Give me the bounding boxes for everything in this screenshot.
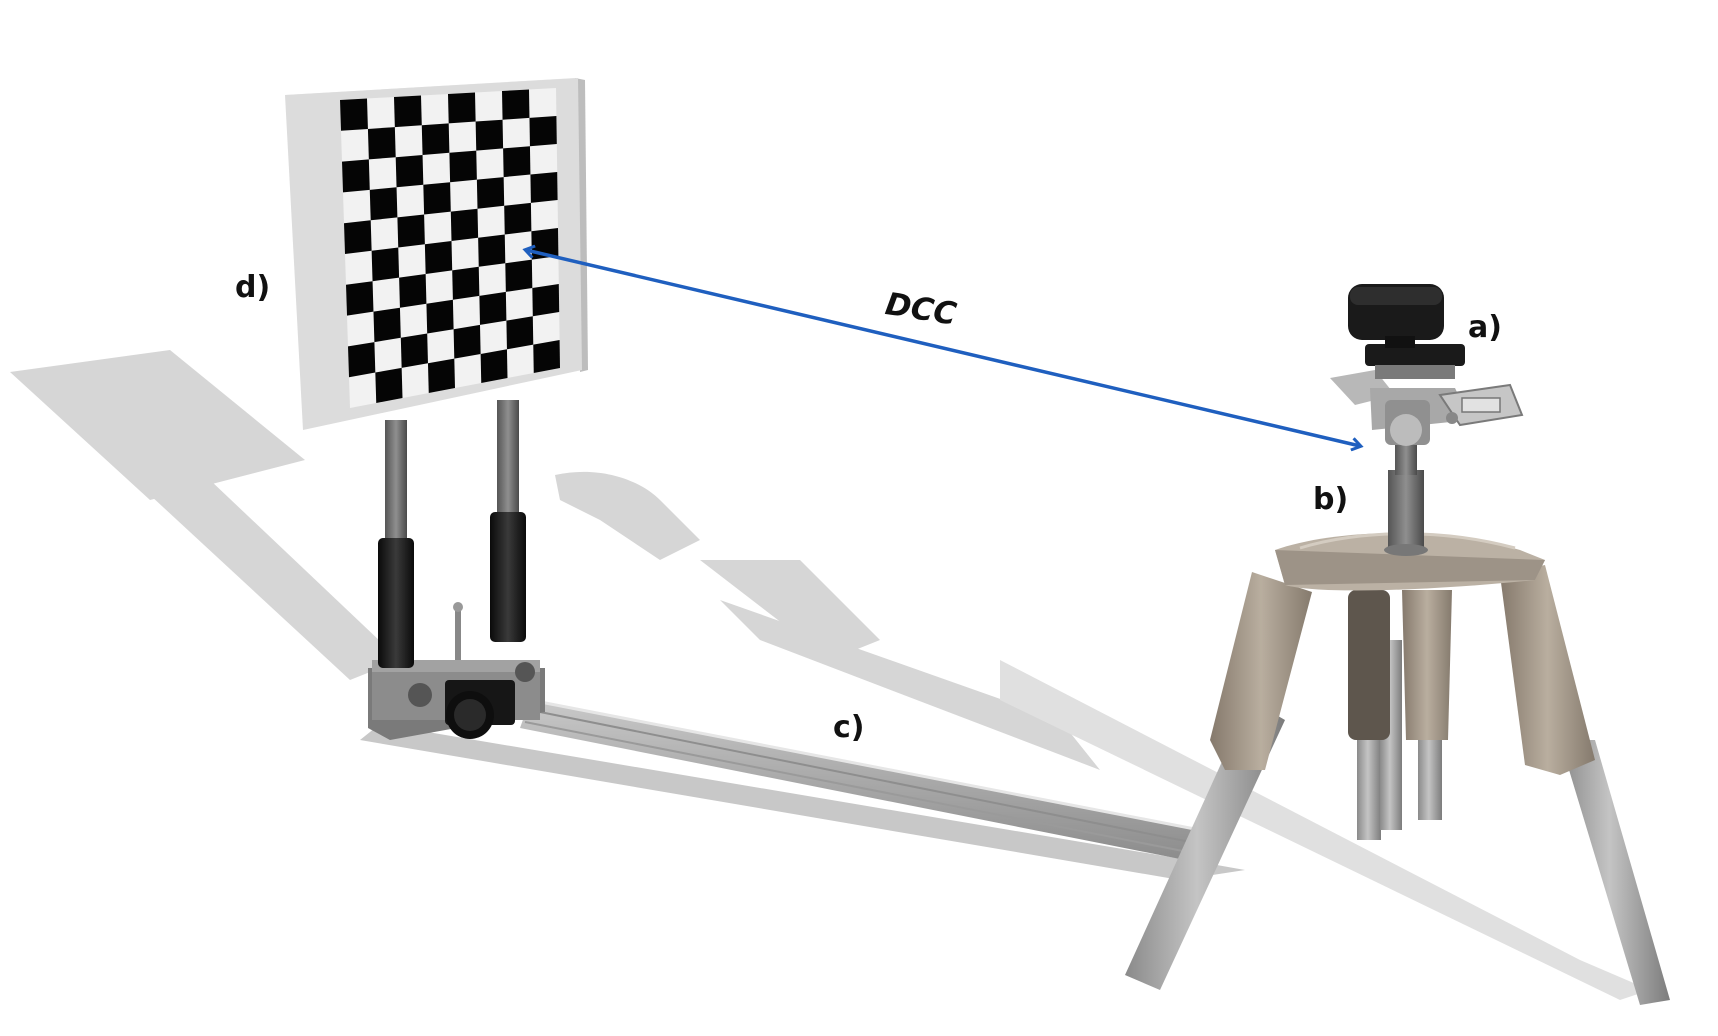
checker-square — [340, 98, 368, 131]
checker-square — [375, 367, 403, 403]
checker-square — [480, 349, 508, 383]
checkerboard-target — [285, 78, 588, 430]
checker-square — [503, 146, 531, 178]
shadows — [10, 350, 1650, 1000]
checker-square — [532, 284, 560, 317]
checker-square — [448, 92, 476, 124]
checker-square — [452, 266, 480, 300]
checker-square — [533, 340, 560, 373]
checker-square — [423, 182, 451, 215]
dcc-distance-arrow — [526, 250, 1360, 446]
checker-square — [453, 324, 481, 359]
depth-camera — [1348, 284, 1444, 348]
checker-square — [399, 274, 427, 308]
checker-square — [373, 307, 401, 343]
checker-square — [476, 177, 505, 209]
checker-square — [394, 95, 422, 128]
checker-square — [450, 208, 479, 241]
checker-pattern — [340, 89, 560, 403]
checker-square — [342, 159, 370, 193]
label-a: a) — [1468, 310, 1502, 345]
checker-square — [502, 89, 530, 120]
checker-square — [346, 281, 374, 316]
checker-square — [506, 316, 534, 350]
label-d: d) — [235, 270, 271, 305]
pan-tilt-head — [1330, 344, 1524, 446]
label-b: b) — [1313, 482, 1349, 517]
checker-square — [449, 150, 477, 183]
checker-square — [395, 155, 424, 188]
checker-square — [504, 202, 532, 235]
checker-square — [397, 214, 425, 248]
tripod — [1125, 440, 1670, 1005]
checker-square — [348, 342, 376, 378]
checker-square — [529, 116, 557, 147]
label-c: c) — [833, 710, 865, 745]
checker-square — [475, 119, 504, 151]
checker-square — [367, 127, 396, 160]
checker-square — [424, 241, 453, 274]
checker-square — [369, 187, 398, 221]
board-support-poles — [378, 400, 526, 668]
target-base-clamp — [368, 602, 545, 740]
checker-square — [371, 247, 400, 282]
checker-square — [530, 172, 558, 203]
checker-square — [479, 291, 507, 325]
checker-square — [505, 259, 533, 292]
checker-square — [400, 333, 428, 368]
checker-square — [344, 220, 372, 254]
checker-square — [426, 299, 454, 334]
linear-rail — [360, 698, 1245, 880]
checker-square — [421, 123, 450, 155]
checker-square — [478, 234, 506, 267]
checker-square — [427, 358, 455, 393]
